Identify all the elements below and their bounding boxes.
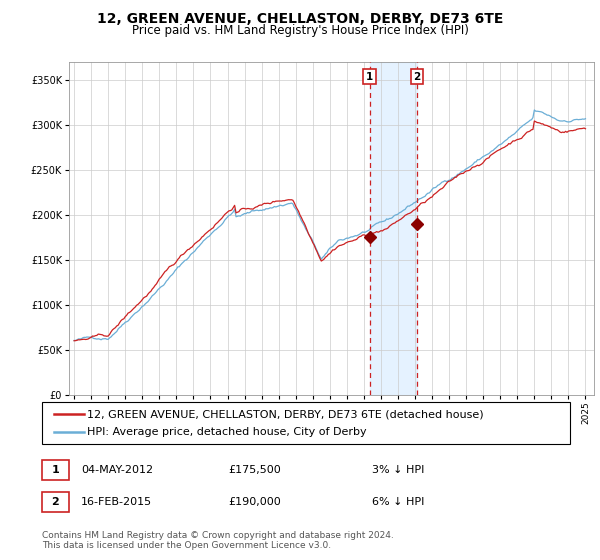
Text: Contains HM Land Registry data © Crown copyright and database right 2024.
This d: Contains HM Land Registry data © Crown c… xyxy=(42,531,394,550)
Text: Price paid vs. HM Land Registry's House Price Index (HPI): Price paid vs. HM Land Registry's House … xyxy=(131,24,469,37)
Text: 1: 1 xyxy=(52,465,59,475)
Text: £175,500: £175,500 xyxy=(228,465,281,475)
Text: 12, GREEN AVENUE, CHELLASTON, DERBY, DE73 6TE (detached house): 12, GREEN AVENUE, CHELLASTON, DERBY, DE7… xyxy=(87,409,484,419)
Bar xyxy=(370,62,417,395)
Text: 1: 1 xyxy=(366,72,373,82)
Text: 6% ↓ HPI: 6% ↓ HPI xyxy=(372,497,424,507)
Text: 04-MAY-2012: 04-MAY-2012 xyxy=(81,465,153,475)
Text: 2: 2 xyxy=(413,72,421,82)
Text: HPI: Average price, detached house, City of Derby: HPI: Average price, detached house, City… xyxy=(87,427,367,437)
Text: 12, GREEN AVENUE, CHELLASTON, DERBY, DE73 6TE: 12, GREEN AVENUE, CHELLASTON, DERBY, DE7… xyxy=(97,12,503,26)
Text: 3% ↓ HPI: 3% ↓ HPI xyxy=(372,465,424,475)
Text: 2: 2 xyxy=(52,497,59,507)
Text: £190,000: £190,000 xyxy=(228,497,281,507)
Text: 16-FEB-2015: 16-FEB-2015 xyxy=(81,497,152,507)
